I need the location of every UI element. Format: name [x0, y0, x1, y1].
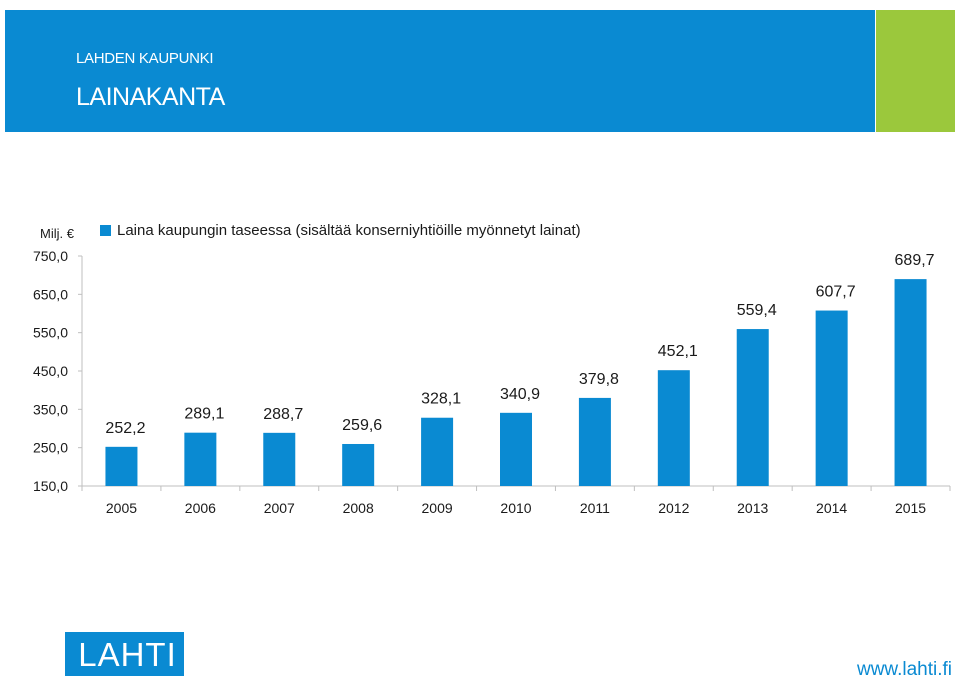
- bar: [421, 417, 454, 486]
- data-label: 559,4: [737, 302, 777, 319]
- x-tick-label: 2009: [422, 500, 453, 516]
- y-tick-label: 650,0: [33, 286, 68, 302]
- y-tick-label: 150,0: [33, 478, 68, 494]
- data-label: 289,1: [184, 406, 224, 423]
- bar: [657, 370, 690, 486]
- data-label: 689,7: [895, 252, 935, 269]
- website-link: www.lahti.fi: [856, 659, 952, 680]
- data-label: 452,1: [658, 343, 698, 360]
- x-tick-label: 2006: [185, 500, 216, 516]
- x-tick-label: 2010: [500, 500, 531, 516]
- y-tick-label: 550,0: [33, 325, 68, 341]
- data-label: 340,9: [500, 386, 540, 403]
- legend-swatch: [100, 225, 111, 236]
- x-tick-label: 2005: [106, 500, 137, 516]
- bar: [105, 446, 138, 486]
- data-label: 288,7: [263, 406, 303, 423]
- y-tick-label: 250,0: [33, 440, 68, 456]
- data-label: 328,1: [421, 391, 461, 408]
- header-bar: [5, 10, 875, 132]
- unit-label: Milj. €: [40, 226, 75, 241]
- data-label: 252,2: [105, 420, 145, 437]
- legend-entry: Laina kaupungin taseessa (sisältää konse…: [117, 222, 581, 239]
- x-tick-label: 2015: [895, 500, 926, 516]
- y-tick-label: 450,0: [33, 363, 68, 379]
- bar: [184, 432, 217, 486]
- x-tick-label: 2007: [264, 500, 295, 516]
- x-tick-label: 2014: [816, 500, 847, 516]
- bar: [815, 310, 848, 486]
- bar: [500, 412, 532, 486]
- x-tick-label: 2008: [343, 500, 374, 516]
- loan-bar-chart: Milj. € Laina kaupungin taseessa (sisältä…: [33, 222, 951, 516]
- logo-text: LAHTI: [78, 635, 177, 673]
- bar: [263, 432, 296, 486]
- x-tick-label: 2012: [658, 500, 689, 516]
- x-tick-label: 2013: [737, 500, 768, 516]
- data-label: 259,6: [342, 417, 382, 434]
- data-label: 607,7: [816, 284, 856, 301]
- bar: [894, 279, 927, 486]
- org-name: LAHDEN KAUPUNKI: [76, 50, 214, 67]
- y-tick-label: 350,0: [33, 401, 68, 417]
- header-accent-block: [876, 10, 955, 132]
- bar: [342, 443, 375, 486]
- bar: [578, 397, 611, 486]
- y-tick-label: 750,0: [33, 248, 68, 264]
- data-label: 379,8: [579, 371, 619, 388]
- x-tick-label: 2011: [580, 500, 610, 516]
- bar: [736, 329, 769, 486]
- lahti-logo: LAHTI: [65, 632, 184, 676]
- page-title: LAINAKANTA: [76, 83, 225, 111]
